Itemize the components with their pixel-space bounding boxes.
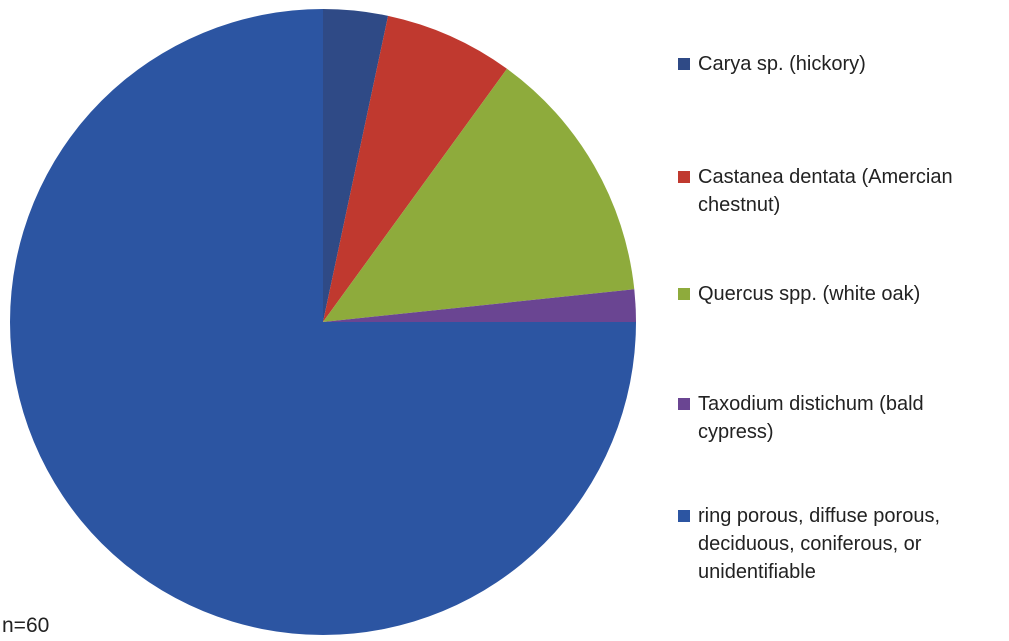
legend-item: Quercus spp. (white oak): [678, 280, 1003, 308]
pie-slice: [323, 68, 635, 322]
legend-swatch: [678, 398, 690, 410]
legend-label: Taxodium distichum (bald cypress): [698, 393, 924, 443]
legend-swatch: [678, 171, 690, 183]
legend-item: Castanea dentata (Amercian chestnut): [678, 163, 1003, 219]
pie-slice: [323, 289, 636, 322]
legend-swatch: [678, 58, 690, 70]
pie-slice: [323, 9, 389, 322]
legend-swatch: [678, 510, 690, 522]
legend-label: ring porous, diffuse porous, deciduous, …: [698, 505, 941, 583]
legend-swatch: [678, 288, 690, 300]
pie-slice: [323, 15, 507, 322]
pie-slice: [10, 9, 636, 635]
legend-item: Carya sp. (hickory): [678, 50, 1003, 78]
legend-item: Taxodium distichum (bald cypress): [678, 390, 1003, 446]
legend-label: Castanea dentata (Amercian chestnut): [698, 166, 953, 216]
legend-label: Carya sp. (hickory): [698, 53, 866, 75]
annotation: n=60: [2, 614, 50, 637]
legend-label: Quercus spp. (white oak): [698, 283, 921, 305]
legend-item: ring porous, diffuse porous, deciduous, …: [678, 502, 1003, 586]
